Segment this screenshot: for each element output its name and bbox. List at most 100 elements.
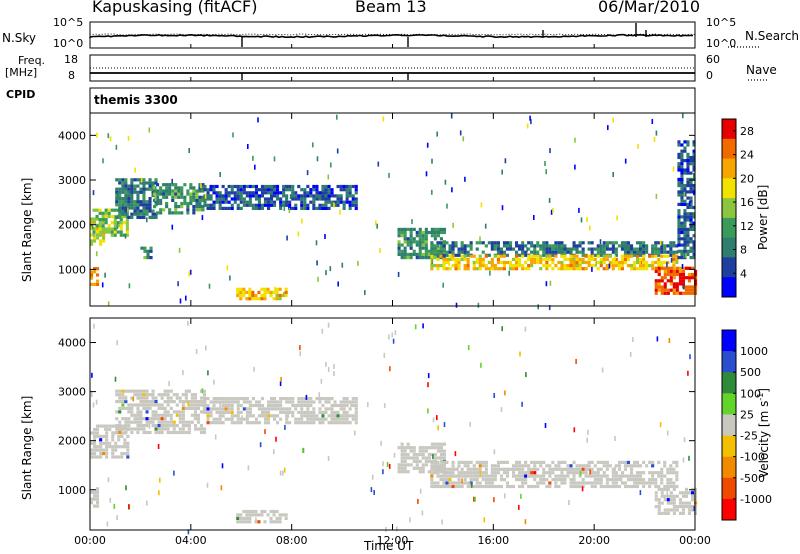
power-cell [227,206,231,210]
velocity-cell [481,460,485,464]
power-cell [218,206,222,210]
power-cell [345,200,349,204]
velocity-cell [221,414,225,418]
velocity-cell [617,467,621,471]
power-cell [581,260,585,265]
velocity-cell [294,407,298,411]
power-cell [521,241,525,245]
velocity-noise [114,376,117,382]
power-cell [221,197,225,201]
power-cell [98,227,102,231]
velocity-cell [154,400,158,404]
power-cell [677,234,681,238]
power-cell [96,217,100,221]
power-cell [93,239,97,243]
power-cell [639,241,643,245]
power-cell [143,246,147,250]
power-cell [142,178,146,182]
power-cell [493,247,497,251]
power-cell [536,244,540,248]
power-cell [113,218,117,222]
power-cell [505,253,509,257]
power-cell [692,252,696,256]
velocity-cell [518,471,522,475]
power-cell [575,250,579,254]
power-cell [171,189,175,193]
power-cell [257,200,261,204]
power-cell [689,190,693,194]
power-cell [518,257,522,261]
velocity-cell [530,467,534,471]
power-cell [418,227,422,231]
velocity-cell [309,403,313,408]
velocity-cell [636,471,640,475]
velocity-noise [282,470,284,476]
power-cell [403,240,407,244]
velocity-cell [102,452,106,456]
power-cell [230,206,234,210]
velocity-cell [288,397,292,401]
velocity-cell [218,417,222,421]
velocity-cell [309,417,313,421]
velocity-cell [348,400,352,404]
power-cell [575,244,579,248]
velocity-cell [133,417,137,421]
power-cell [680,184,684,188]
power-cell [630,267,634,271]
velocity-noise [264,429,266,435]
velocity-cell [345,414,349,418]
velocity-cell [90,431,94,435]
power-cell [596,250,600,254]
velocity-cell [672,501,676,505]
power-cell [90,220,94,224]
velocity-cell [203,403,207,408]
velocity-cell [245,400,249,404]
power-cell [312,194,316,198]
power-cell [136,190,140,194]
power-cell [675,291,679,295]
power-cell [174,192,178,196]
power-cell [530,241,534,245]
velocity-cell [187,424,191,428]
velocity-cell [99,434,103,438]
power-cell [675,288,679,292]
power-cell [442,241,446,245]
velocity-cell [617,474,621,478]
velocity-cell [175,424,179,428]
power-noise [683,284,685,290]
velocity-cell [397,470,401,474]
power-cell [315,206,319,210]
velocity-cell [430,481,434,485]
velocity-noise [480,362,482,368]
power-cell [481,250,485,254]
velocity-cell [427,446,431,450]
power-cell [124,200,128,204]
power-cell [127,200,131,204]
power-cell [133,209,137,213]
power-cell [409,243,413,247]
power-cell [177,211,181,215]
power-cell [418,249,422,253]
power-noise [329,266,332,272]
velocity-cell [126,441,130,445]
velocity-noise [382,469,384,475]
velocity-cell [118,389,122,393]
power-cell [424,243,428,247]
power-cell [318,194,322,198]
power-cell [691,291,695,295]
power-cell [626,247,630,251]
power-cell [675,260,679,265]
power-cell [330,188,334,192]
power-noise [316,260,318,266]
velocity-cell [536,481,540,485]
power-cell [198,205,202,209]
power-cell [566,250,570,254]
velocity-cell [151,410,155,414]
power-cell [680,227,684,231]
power-noise [101,282,104,288]
velocity-noise [350,402,352,407]
velocity-cell [285,407,289,411]
power-cell [502,244,506,248]
power-cell [412,252,416,256]
power-cell [125,227,129,231]
